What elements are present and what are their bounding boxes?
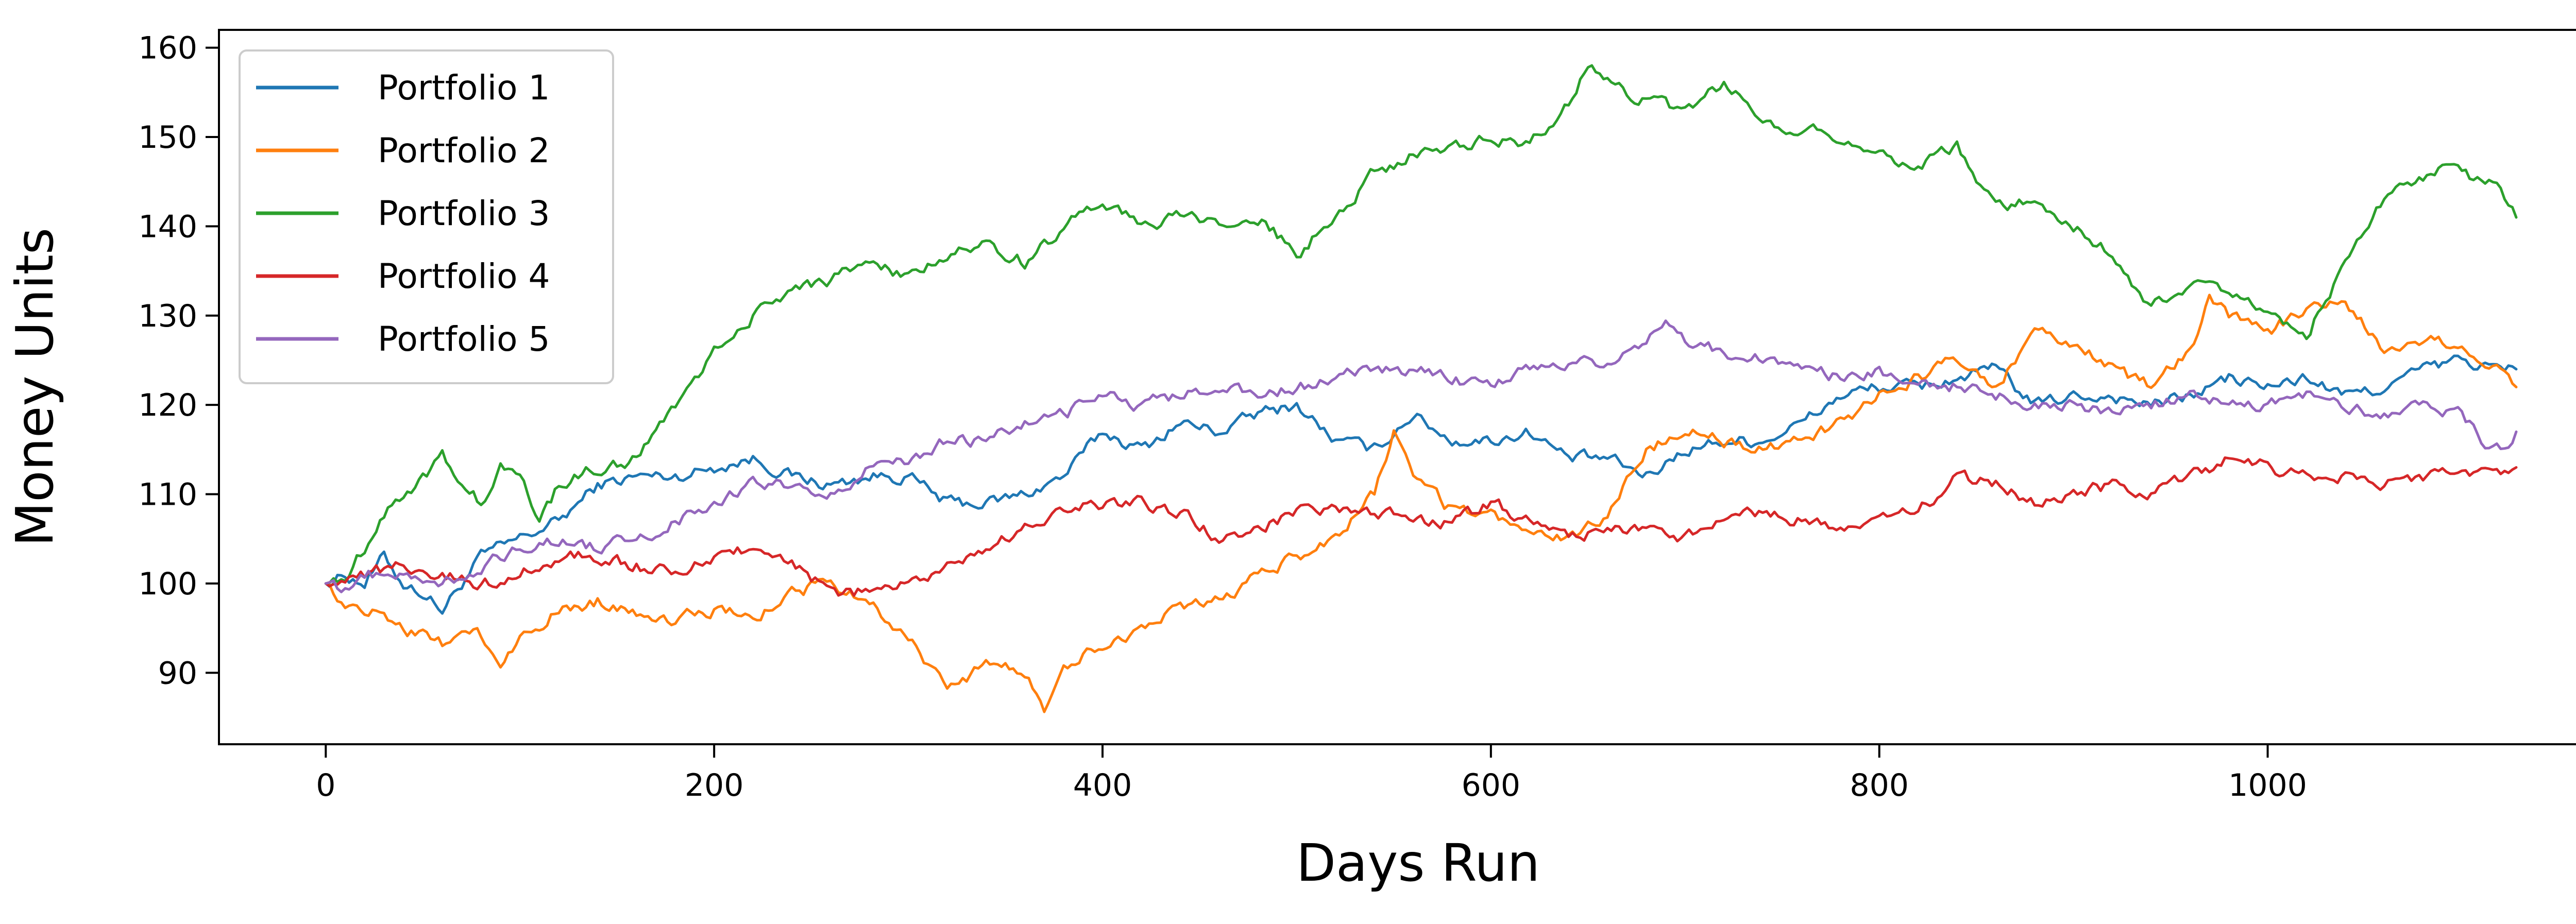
legend-label: Portfolio 3 xyxy=(378,194,550,233)
x-tick-label: 0 xyxy=(316,767,335,803)
x-axis-title: Days Run xyxy=(1296,833,1540,893)
x-tick-label: 800 xyxy=(1850,767,1909,803)
legend-label: Portfolio 4 xyxy=(378,256,550,296)
legend-label: Portfolio 2 xyxy=(378,131,550,170)
x-tick-label: 1000 xyxy=(2228,767,2307,803)
x-tick-label: 600 xyxy=(1462,767,1521,803)
series-line-portfolio-5 xyxy=(324,319,2518,593)
series-layer xyxy=(324,64,2518,713)
x-tick-label: 400 xyxy=(1073,767,1132,803)
legend-label: Portfolio 5 xyxy=(378,319,550,359)
y-tick-label: 110 xyxy=(138,477,197,513)
y-tick-label: 160 xyxy=(138,30,197,66)
y-tick-label: 150 xyxy=(138,119,197,156)
series-line-portfolio-3 xyxy=(324,64,2518,585)
y-tick-label: 120 xyxy=(138,387,197,423)
series-line-portfolio-4 xyxy=(324,456,2518,597)
x-axis: 0 200 400 600 800 1000 xyxy=(316,744,2307,803)
y-tick-label: 90 xyxy=(158,655,197,691)
y-axis-title: Money Units xyxy=(5,228,65,546)
legend-box xyxy=(239,49,614,384)
y-axis: 90 100 110 120 130 140 150 160 xyxy=(138,30,219,691)
y-tick-label: 100 xyxy=(138,566,197,602)
x-tick-label: 200 xyxy=(685,767,744,803)
y-tick-label: 140 xyxy=(138,209,197,245)
y-tick-label: 130 xyxy=(138,298,197,334)
legend: Portfolio 1 Portfolio 2 Portfolio 3 Portfol… xyxy=(239,49,614,384)
legend-label: Portfolio 1 xyxy=(378,68,550,108)
plot-area-frame xyxy=(218,29,2576,745)
series-line-portfolio-2 xyxy=(324,294,2518,713)
